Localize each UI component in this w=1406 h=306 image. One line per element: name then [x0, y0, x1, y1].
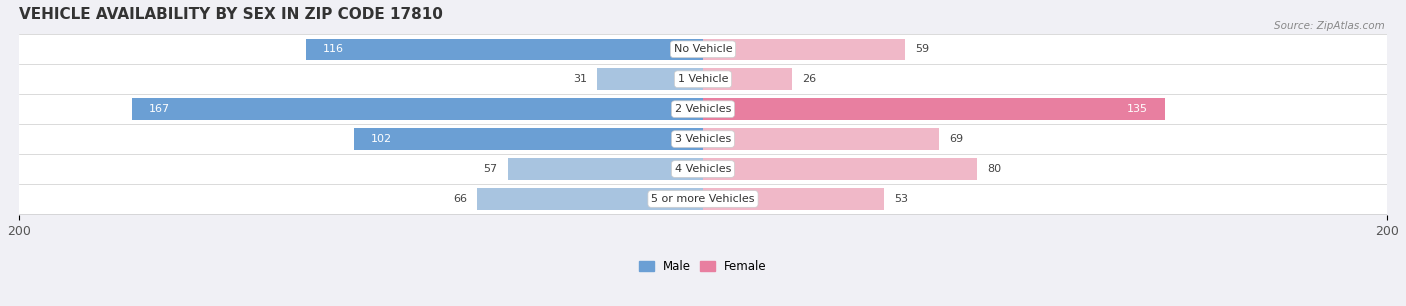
Bar — [18, 64, 1388, 94]
Text: 135: 135 — [1126, 104, 1147, 114]
Text: 53: 53 — [894, 194, 908, 204]
Bar — [703, 188, 884, 210]
Bar — [18, 124, 1388, 154]
Text: 80: 80 — [987, 164, 1001, 174]
Text: 2 Vehicles: 2 Vehicles — [675, 104, 731, 114]
Text: 167: 167 — [149, 104, 170, 114]
Text: 5 or more Vehicles: 5 or more Vehicles — [651, 194, 755, 204]
Bar — [703, 39, 905, 60]
Text: 59: 59 — [915, 44, 929, 54]
Bar — [18, 94, 1388, 124]
Bar — [703, 128, 939, 150]
Text: 4 Vehicles: 4 Vehicles — [675, 164, 731, 174]
Text: 3 Vehicles: 3 Vehicles — [675, 134, 731, 144]
Bar — [703, 99, 1164, 120]
Text: 57: 57 — [484, 164, 498, 174]
Text: VEHICLE AVAILABILITY BY SEX IN ZIP CODE 17810: VEHICLE AVAILABILITY BY SEX IN ZIP CODE … — [18, 7, 443, 22]
Legend: Male, Female: Male, Female — [634, 254, 772, 279]
Bar — [703, 158, 977, 180]
Bar — [508, 158, 703, 180]
Text: 102: 102 — [371, 134, 392, 144]
Text: No Vehicle: No Vehicle — [673, 44, 733, 54]
Bar — [18, 34, 1388, 64]
Text: 69: 69 — [949, 134, 963, 144]
Bar — [354, 128, 703, 150]
Text: 26: 26 — [803, 74, 817, 84]
Text: 66: 66 — [453, 194, 467, 204]
Bar — [477, 188, 703, 210]
Bar — [132, 99, 703, 120]
Text: Source: ZipAtlas.com: Source: ZipAtlas.com — [1274, 21, 1385, 32]
Bar — [18, 184, 1388, 214]
Bar — [18, 154, 1388, 184]
Text: 31: 31 — [572, 74, 586, 84]
Text: 1 Vehicle: 1 Vehicle — [678, 74, 728, 84]
Bar — [598, 69, 703, 90]
Text: 116: 116 — [323, 44, 344, 54]
Bar — [307, 39, 703, 60]
Bar — [703, 69, 792, 90]
